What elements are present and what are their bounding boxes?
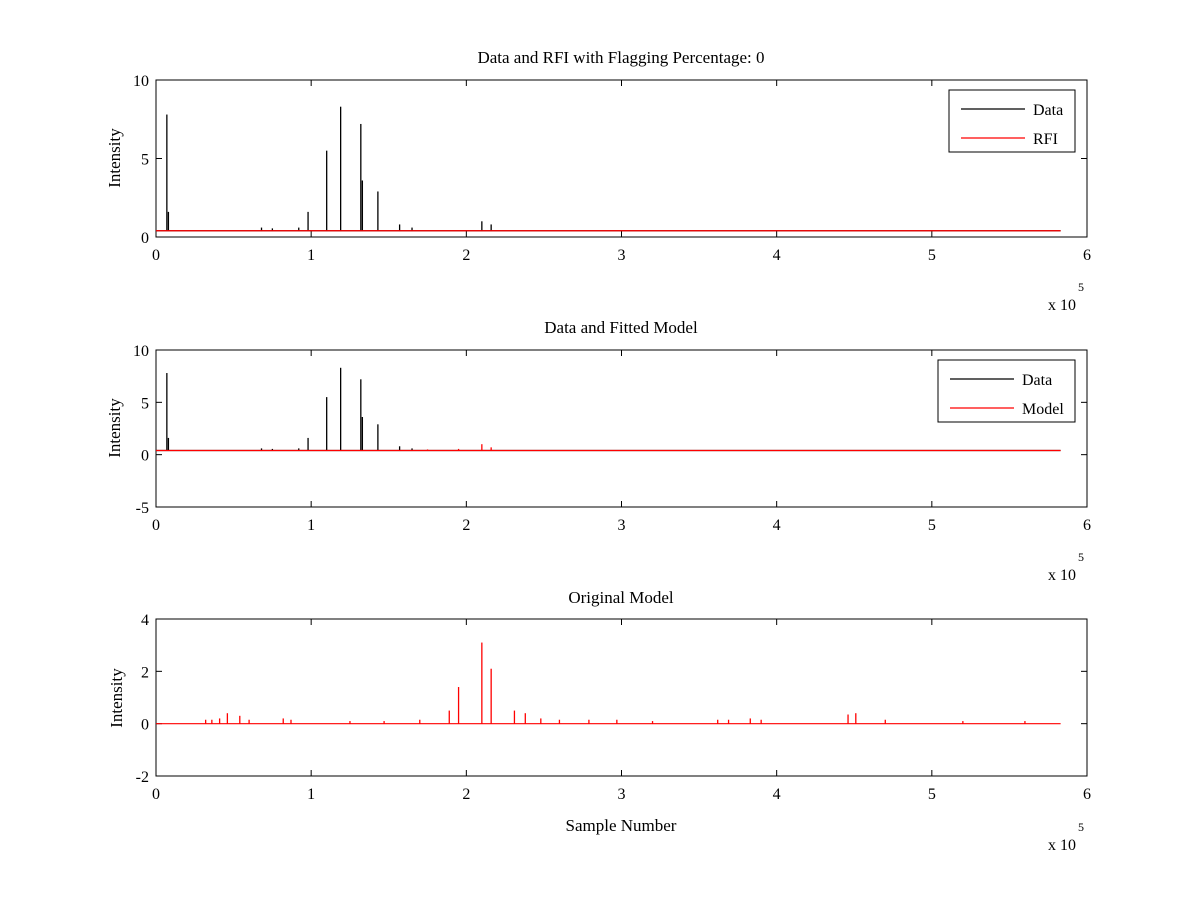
panel-1-axes-box — [155, 79, 1088, 238]
panel-2-ytick-label: 0 — [141, 448, 149, 465]
panel-3-series-original-model — [156, 642, 1061, 725]
panel-2-xtick-label: 2 — [462, 517, 470, 534]
panel-2-series-model — [156, 444, 1061, 452]
panel-2-xtick-label: 0 — [152, 517, 160, 534]
panel-3-ylabel: Intensity — [107, 668, 126, 728]
panel-2-ytick-label: -5 — [136, 500, 149, 517]
panel-3-ytick-label: 2 — [141, 664, 149, 681]
panel-3-xtick-label: 5 — [928, 786, 936, 803]
panel-1-x-multiplier-exponent: 5 — [1078, 280, 1084, 294]
panel-3-xtick-label: 4 — [773, 786, 781, 803]
panel-1-xtick-label: 1 — [307, 247, 315, 264]
panel-3-xtick-label: 2 — [462, 786, 470, 803]
panel-3-ytick-label: 4 — [141, 612, 149, 629]
panel-1-xtick-label: 6 — [1083, 247, 1091, 264]
panel-2-xtick-label: 6 — [1083, 517, 1091, 534]
panel-2-x-multiplier: x 10 — [1048, 567, 1076, 584]
panel-1-title: Data and RFI with Flagging Percentage: 0 — [477, 48, 764, 67]
panel-2-legend: Data Model — [937, 359, 1076, 423]
panel-3-x-multiplier-exponent: 5 — [1078, 820, 1084, 834]
panel-1-xtick-label: 4 — [773, 247, 781, 264]
panel-3-xtick-label: 3 — [618, 786, 626, 803]
panel-1-legend-label: Data — [1033, 102, 1063, 119]
panel-2: Data and Fitted Model Intensity 0 1 2 3 4 5 6 -… — [105, 318, 1091, 584]
panel-2-ytick-label: 5 — [141, 395, 149, 412]
panel-2-axes-box — [155, 349, 1088, 508]
panel-1-x-multiplier: x 10 — [1048, 297, 1076, 314]
panel-3-x-multiplier: x 10 — [1048, 837, 1076, 854]
panel-3-xlabel: Sample Number — [566, 816, 677, 835]
panel-2-xtick-label: 1 — [307, 517, 315, 534]
panel-3-xtick-label: 1 — [307, 786, 315, 803]
panel-1-ytick-label: 5 — [141, 152, 149, 169]
panel-2-ylabel: Intensity — [105, 398, 124, 458]
panel-2-legend-box — [937, 359, 1076, 423]
panel-1-ytick-label: 10 — [133, 73, 149, 90]
panel-2-x-multiplier-exponent: 5 — [1078, 550, 1084, 564]
panel-1: Data and RFI with Flagging Percentage: 0… — [105, 48, 1091, 314]
panel-1-legend-label: RFI — [1033, 131, 1058, 148]
panel-1-xtick-label: 0 — [152, 247, 160, 264]
panel-1-legend: Data RFI — [948, 89, 1076, 153]
panel-2-xtick-label: 4 — [773, 517, 781, 534]
panel-2-legend-label: Model — [1022, 401, 1064, 418]
panel-2-legend-label: Data — [1022, 372, 1052, 389]
panel-3-xtick-label: 0 — [152, 786, 160, 803]
panel-3-ytick-label: -2 — [136, 769, 149, 786]
panel-1-legend-box — [948, 89, 1076, 153]
panel-1-xtick-label: 3 — [618, 247, 626, 264]
panel-3-axes-box — [155, 618, 1088, 777]
panel-1-xtick-label: 2 — [462, 247, 470, 264]
panel-1-ylabel: Intensity — [105, 128, 124, 188]
panel-3-xtick-label: 6 — [1083, 786, 1091, 803]
panel-1-xtick-label: 5 — [928, 247, 936, 264]
panel-2-ytick-label: 10 — [133, 343, 149, 360]
panel-3-ytick-label: 0 — [141, 717, 149, 734]
panel-1-ytick-label: 0 — [141, 230, 149, 247]
panel-2-xtick-label: 3 — [618, 517, 626, 534]
panel-2-title: Data and Fitted Model — [544, 318, 698, 337]
panel-2-xtick-label: 5 — [928, 517, 936, 534]
panel-3-title: Original Model — [568, 588, 674, 607]
panel-1-plot-area: 0 1 2 3 4 5 6 0 5 10 Data RFI — [133, 73, 1091, 264]
